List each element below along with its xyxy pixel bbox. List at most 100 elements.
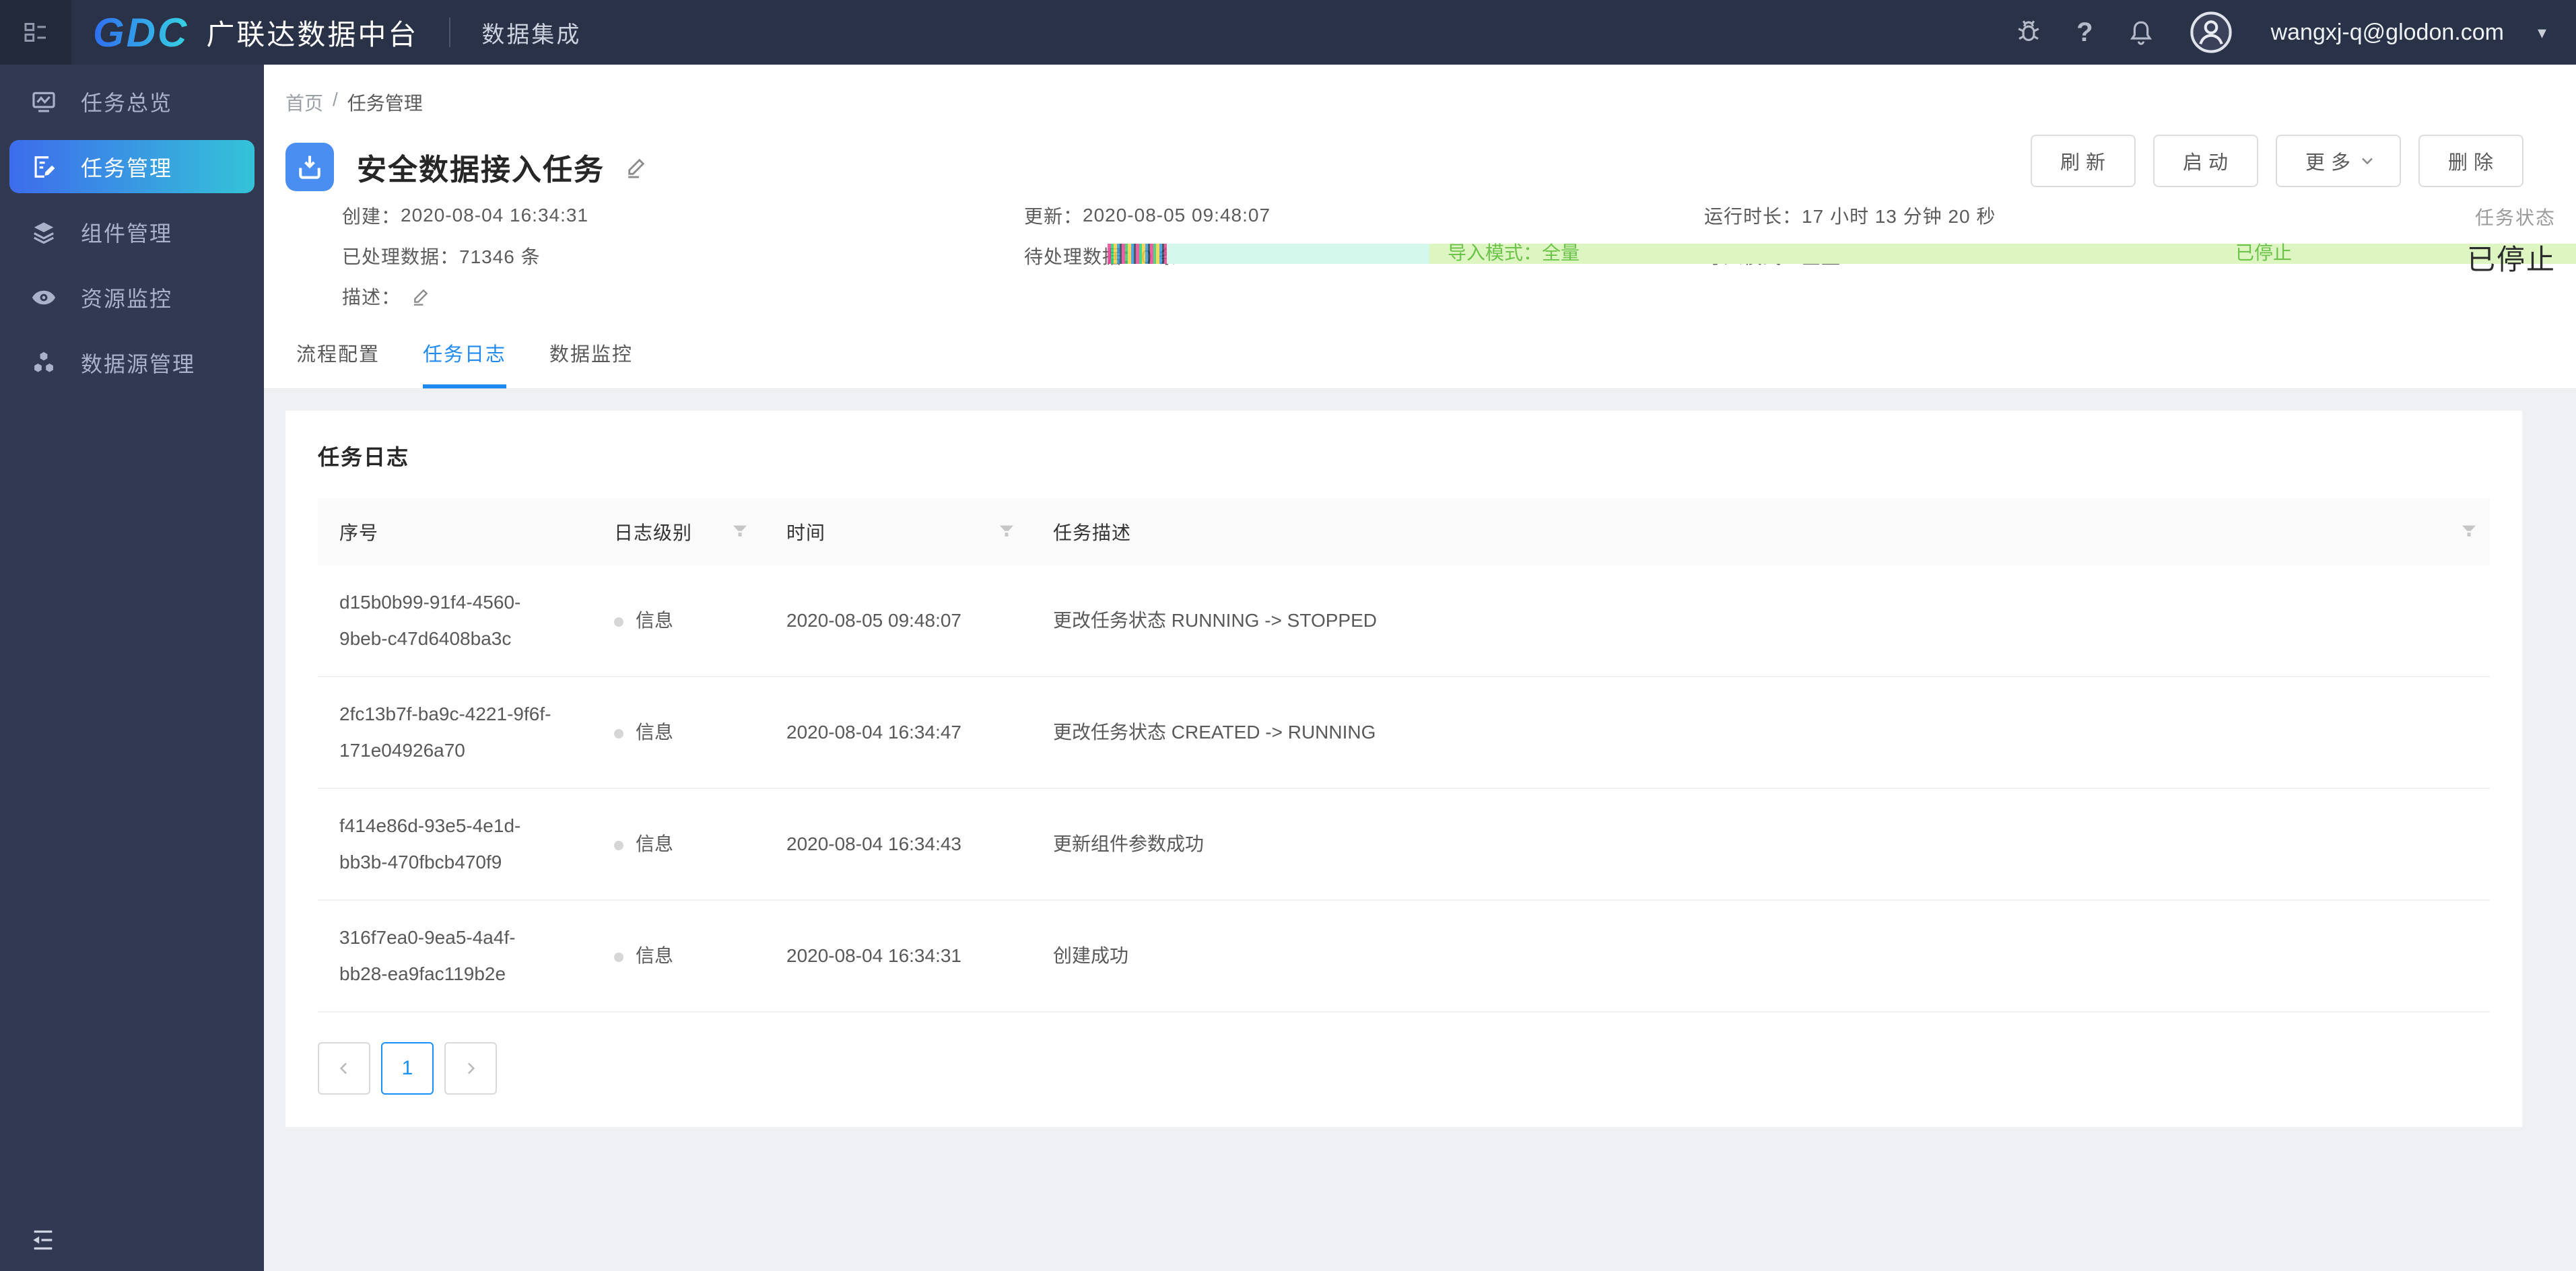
tab-task-log[interactable]: 任务日志 [423, 339, 507, 388]
chevron-down-icon [2362, 158, 2373, 165]
log-level: 信息 [636, 945, 674, 966]
level-dot [614, 729, 623, 738]
breadcrumb-home[interactable]: 首页 [285, 93, 324, 114]
user-email[interactable]: wangxj-q@glodon.com [2270, 19, 2504, 45]
level-dot [614, 953, 623, 962]
meta-updated: 更新： 2020-08-05 09:48:07 [1024, 205, 1271, 227]
more-button[interactable]: 更多 [2275, 135, 2401, 187]
avatar[interactable] [2189, 10, 2233, 55]
top-bar: GDC 广联达数据中台 数据集成 ? wangxj-q@glodon.com ▾ [0, 0, 2576, 65]
log-level: 信息 [636, 610, 674, 631]
breadcrumb-separator: / [333, 89, 338, 110]
sidebar-collapse-icon[interactable] [30, 1227, 57, 1253]
sidebar-item-label: 数据源管理 [81, 351, 196, 376]
task-log-card: 任务日志 序号 日志级别 时间 [285, 411, 2522, 1127]
table-row: f414e86d-93e5-4e1d-bb3b-470fbcb470f9 信息 … [318, 788, 2490, 901]
sidebar-item-resource-monitor[interactable]: 资源监控 [0, 265, 264, 330]
caret-down-icon[interactable]: ▾ [2537, 22, 2546, 42]
column-header-time: 时间 [786, 522, 826, 543]
meta-pending: 待处理数据： 0 条 [1024, 246, 1178, 267]
edit-description-icon[interactable] [410, 285, 432, 307]
breadcrumb-current: 任务管理 [347, 93, 423, 114]
sidebar-item-datasource-management[interactable]: 数据源管理 [0, 330, 264, 395]
tab-data-monitor[interactable]: 数据监控 [549, 344, 634, 366]
bell-icon[interactable] [2127, 18, 2155, 46]
sidebar-item-label: 任务总览 [81, 90, 173, 115]
pagination-next-button[interactable] [444, 1042, 497, 1095]
module-name[interactable]: 数据集成 [481, 22, 582, 48]
log-desc: 更新组件参数成功 [1031, 788, 2490, 901]
help-icon[interactable]: ? [2076, 17, 2093, 47]
log-id: 316f7ea0-9ea5-4a4f-bb28-ea9fac119b2e [339, 927, 516, 984]
sidebar: 任务总览 任务管理 组件管理 资源监控 数据源管理 [0, 65, 264, 1271]
pagination: 1 [318, 1042, 2490, 1095]
table-row: d15b0b99-91f4-4560-9beb-c47d6408ba3c 信息 … [318, 565, 2490, 677]
tab-bar: 流程配置 任务日志 数据监控 [296, 339, 633, 388]
task-header-panel: 首页 / 任务管理 安全数据接入任务 刷新 启动 更多 删除 [264, 65, 2576, 389]
level-dot [614, 617, 623, 627]
main-content: 首页 / 任务管理 安全数据接入任务 刷新 启动 更多 删除 [264, 65, 2576, 1271]
chevron-right-icon [467, 1062, 475, 1074]
delete-button[interactable]: 删除 [2418, 135, 2523, 187]
sidebar-item-task-management[interactable]: 任务管理 [9, 140, 255, 193]
log-time: 2020-08-04 16:34:43 [765, 788, 1031, 901]
log-time: 2020-08-04 16:34:31 [765, 900, 1031, 1012]
log-level: 信息 [636, 833, 674, 854]
layout-grid-icon [24, 23, 46, 42]
status-value: 已停止 [2466, 244, 2556, 275]
table-row: 316f7ea0-9ea5-4a4f-bb28-ea9fac119b2e 信息 … [318, 900, 2490, 1012]
log-level: 信息 [636, 722, 674, 743]
page-body: 任务日志 序号 日志级别 时间 [264, 389, 2576, 1127]
topbar-right: ? wangxj-q@glodon.com ▾ [2014, 10, 2576, 55]
log-id: f414e86d-93e5-4e1d-bb3b-470fbcb470f9 [339, 815, 521, 872]
pagination-page-1[interactable]: 1 [381, 1042, 434, 1095]
action-buttons: 刷新 启动 更多 删除 [2030, 135, 2523, 187]
refresh-button[interactable]: 刷新 [2030, 135, 2136, 187]
card-title: 任务日志 [318, 445, 410, 469]
table-row: 2fc13b7f-ba9c-4221-9f6f-171e04926a70 信息 … [318, 677, 2490, 789]
filter-funnel-icon[interactable] [996, 522, 1017, 542]
sidebar-item-task-overview[interactable]: 任务总览 [0, 69, 264, 134]
column-header-id: 序号 [339, 522, 379, 543]
filter-funnel-icon[interactable] [2459, 522, 2479, 542]
task-meta: 创建： 2020-08-04 16:34:31 更新： 2020-08-05 09:… [342, 195, 2523, 316]
bug-icon[interactable] [2014, 18, 2043, 46]
edit-title-icon[interactable] [623, 154, 649, 180]
sidebar-item-label: 组件管理 [81, 221, 173, 246]
chevron-left-icon [339, 1062, 347, 1074]
title-row: 安全数据接入任务 [285, 143, 2523, 191]
log-table: 序号 日志级别 时间 任务描述 [318, 498, 2490, 1012]
log-time: 2020-08-04 16:34:47 [765, 677, 1031, 789]
sidebar-item-label: 资源监控 [81, 286, 173, 311]
task-type-icon [285, 143, 334, 191]
column-header-desc: 任务描述 [1053, 522, 1132, 543]
breadcrumb: 首页 / 任务管理 [285, 89, 2523, 116]
topbar-divider [449, 18, 451, 47]
log-desc: 创建成功 [1031, 900, 2490, 1012]
gdc-logo: GDC [93, 9, 189, 55]
log-id: 2fc13b7f-ba9c-4221-9f6f-171e04926a70 [339, 703, 551, 761]
sidebar-item-component-management[interactable]: 组件管理 [0, 199, 264, 265]
meta-created: 创建： 2020-08-04 16:34:31 [342, 205, 589, 227]
page-title: 安全数据接入任务 [357, 153, 605, 186]
filter-funnel-icon[interactable] [730, 522, 750, 542]
column-header-level: 日志级别 [614, 522, 693, 543]
tab-flow-config[interactable]: 流程配置 [296, 344, 380, 366]
sidebar-item-label: 任务管理 [81, 156, 173, 180]
pagination-prev-button[interactable] [318, 1042, 370, 1095]
start-button[interactable]: 启动 [2153, 135, 2258, 187]
log-id: d15b0b99-91f4-4560-9beb-c47d6408ba3c [339, 592, 521, 649]
layout-toggle-button[interactable] [0, 0, 71, 65]
meta-import-mode: 导入模式： 全量 [1704, 246, 1841, 267]
datasource-icon [34, 351, 53, 372]
task-status-block: 任务状态 已停止 [2467, 203, 2556, 278]
log-time: 2020-08-05 09:48:07 [765, 565, 1031, 677]
status-label: 任务状态 [2474, 207, 2556, 228]
meta-runtime: 运行时长： 17 小时 13 分钟 20 秒 [1704, 206, 1996, 227]
layers-icon [34, 221, 54, 244]
eye-icon [32, 290, 56, 304]
log-desc: 更改任务状态 RUNNING -> STOPPED [1031, 565, 2490, 677]
meta-processed: 已处理数据： 71346 条 [342, 246, 541, 267]
brand-name: 广联达数据中台 [206, 18, 419, 50]
level-dot [614, 841, 623, 850]
